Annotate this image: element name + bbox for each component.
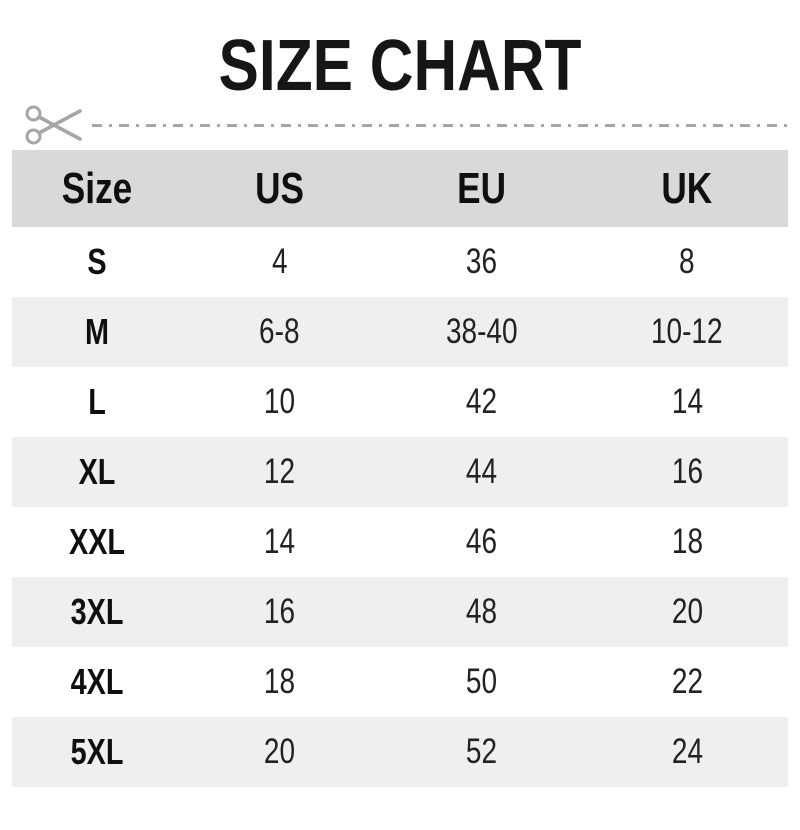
size-cell: M bbox=[85, 311, 110, 352]
us-cell: 6-8 bbox=[259, 312, 300, 351]
us-cell: 18 bbox=[264, 662, 296, 701]
uk-cell: 8 bbox=[679, 242, 695, 281]
table-row-5xl: 5XL 20 52 24 bbox=[12, 717, 788, 787]
table-row-s: S 4 36 8 bbox=[12, 227, 788, 297]
table-header-row: Size US EU UK bbox=[12, 150, 788, 227]
us-cell: 16 bbox=[264, 592, 296, 631]
table-row-m: M 6-8 38-40 10-12 bbox=[12, 297, 788, 367]
size-chart-table: Size US EU UK S 4 36 8 M 6-8 38-40 10-12 L 10 42 14 XL 1… bbox=[12, 150, 788, 787]
uk-cell: 14 bbox=[671, 382, 703, 421]
size-cell: XL bbox=[78, 451, 116, 492]
us-cell: 10 bbox=[264, 382, 296, 421]
page: { "title": "SIZE CHART", "cut_line": { "… bbox=[0, 30, 800, 830]
eu-cell: 46 bbox=[465, 522, 498, 561]
size-cell: 4XL bbox=[70, 661, 124, 702]
size-cell: L bbox=[88, 381, 107, 422]
page-title: SIZE CHART bbox=[218, 26, 582, 106]
uk-cell: 18 bbox=[671, 522, 703, 561]
us-cell: 20 bbox=[264, 732, 296, 771]
column-header-size: Size bbox=[62, 163, 133, 213]
table-row-3xl: 3XL 16 48 20 bbox=[12, 577, 788, 647]
uk-cell: 22 bbox=[671, 662, 703, 701]
cut-line bbox=[24, 102, 788, 148]
table-body: S 4 36 8 M 6-8 38-40 10-12 L 10 42 14 XL 12 44 16 XXL 14 4… bbox=[12, 227, 788, 787]
table-row-xxl: XXL 14 46 18 bbox=[12, 507, 788, 577]
uk-cell: 24 bbox=[671, 732, 703, 771]
table-row-l: L 10 42 14 bbox=[12, 367, 788, 437]
eu-cell: 52 bbox=[465, 732, 498, 771]
size-cell: 5XL bbox=[70, 731, 124, 772]
us-cell: 14 bbox=[264, 522, 296, 561]
size-cell: 3XL bbox=[70, 591, 124, 632]
uk-cell: 16 bbox=[671, 452, 703, 491]
uk-cell: 10-12 bbox=[651, 312, 723, 351]
table-row-xl: XL 12 44 16 bbox=[12, 437, 788, 507]
eu-cell: 50 bbox=[465, 662, 498, 701]
eu-cell: 36 bbox=[465, 242, 498, 281]
column-header-us: US bbox=[255, 163, 305, 213]
dashed-cut-line bbox=[92, 123, 788, 127]
eu-cell: 48 bbox=[465, 592, 498, 631]
size-cell: XXL bbox=[69, 521, 126, 562]
uk-cell: 20 bbox=[671, 592, 703, 631]
eu-cell: 38-40 bbox=[445, 312, 518, 351]
eu-cell: 42 bbox=[465, 382, 498, 421]
column-header-uk: UK bbox=[661, 163, 713, 213]
us-cell: 4 bbox=[271, 242, 288, 281]
table-row-4xl: 4XL 18 50 22 bbox=[12, 647, 788, 717]
column-header-eu: EU bbox=[457, 163, 506, 213]
eu-cell: 44 bbox=[465, 452, 498, 491]
scissors-icon bbox=[25, 105, 82, 145]
us-cell: 12 bbox=[264, 452, 296, 491]
size-cell: S bbox=[87, 241, 107, 282]
